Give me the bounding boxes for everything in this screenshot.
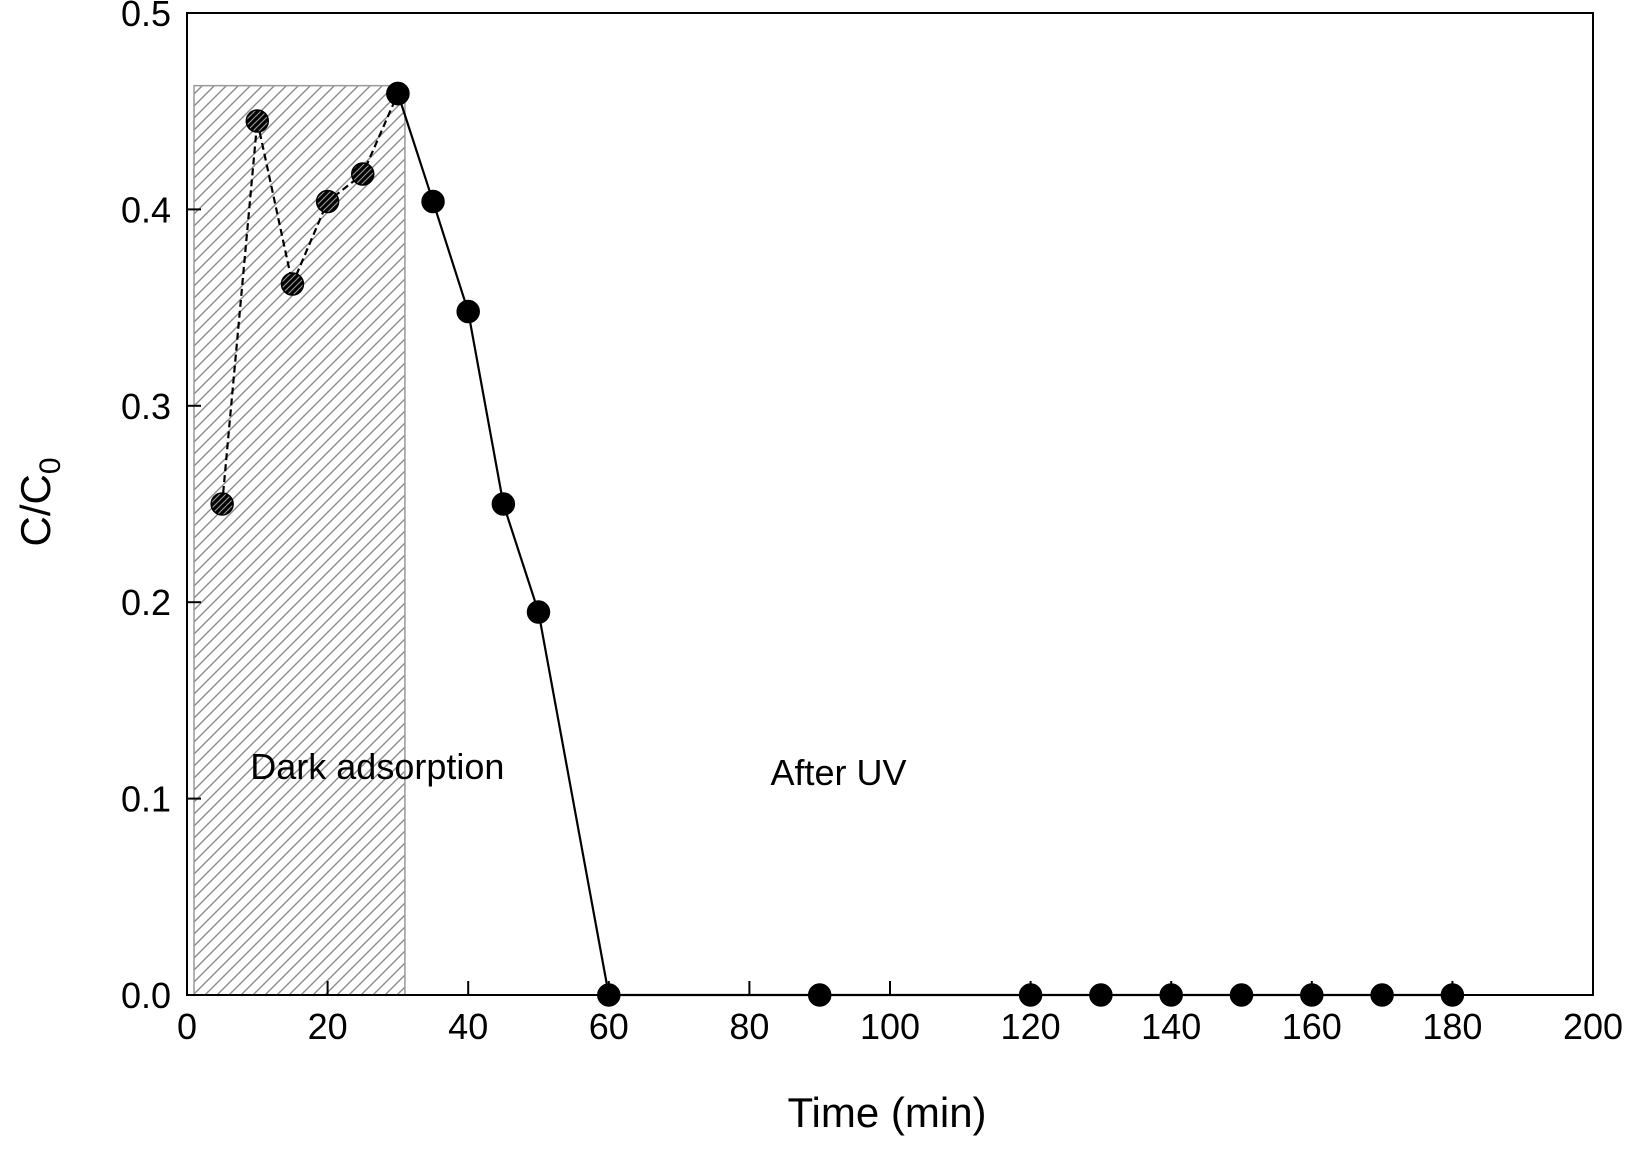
after-uv-point [1159, 983, 1183, 1007]
after-uv-point [421, 189, 445, 214]
x-tick-label: 20 [308, 1006, 348, 1047]
dark-adsorption-point [315, 189, 340, 214]
dark-adsorption-region [193, 84, 406, 996]
dark-adsorption-point [280, 272, 305, 296]
y-tick-label: 0.5 [121, 0, 171, 34]
y-axis-title: C/C0 [12, 457, 67, 546]
x-tick-label: 140 [1141, 1006, 1201, 1047]
x-tick-label: 80 [729, 1006, 769, 1047]
x-tick-label: 40 [448, 1006, 488, 1047]
y-tick-label: 0.3 [121, 386, 171, 427]
y-axis-title-main: C/C [12, 474, 59, 546]
after-uv-point [526, 600, 551, 624]
after-uv-point [1089, 983, 1113, 1007]
after-uv-point [386, 81, 410, 106]
y-tick-label: 0.2 [121, 582, 171, 623]
y-tick-label: 0.4 [121, 189, 171, 230]
after-uv-point [1370, 983, 1394, 1007]
x-tick-label: 60 [589, 1006, 629, 1047]
annotation-1: Dark adsorption [250, 746, 504, 787]
y-tick-label: 0.1 [121, 779, 171, 820]
series-line-2 [396, 93, 1453, 997]
y-axis-title-subscript: 0 [34, 457, 67, 474]
dark-adsorption-point [245, 109, 270, 133]
x-tick-label: 160 [1282, 1006, 1342, 1047]
dark-adsorption-point [210, 492, 234, 516]
after-uv-point [1018, 983, 1043, 1007]
after-uv-point [1300, 983, 1324, 1007]
after-uv-point [456, 299, 480, 324]
annotation-2: After UV [770, 752, 906, 793]
y-tick-label: 0.0 [121, 975, 171, 1016]
after-uv-point [597, 983, 621, 1007]
after-uv-point [1229, 983, 1254, 1007]
x-tick-label: 0 [177, 1006, 197, 1047]
x-tick-label: 120 [1001, 1006, 1061, 1047]
series-line-1 [221, 93, 399, 505]
x-tick-label: 200 [1563, 1006, 1623, 1047]
x-tick-label: 180 [1422, 1006, 1482, 1047]
after-uv-point [807, 983, 832, 1007]
after-uv-point [1440, 983, 1465, 1007]
x-axis-title: Time (min) [787, 1089, 986, 1136]
x-tick-label: 100 [860, 1006, 920, 1047]
dark-adsorption-point [351, 162, 375, 186]
after-uv-point [491, 492, 516, 516]
